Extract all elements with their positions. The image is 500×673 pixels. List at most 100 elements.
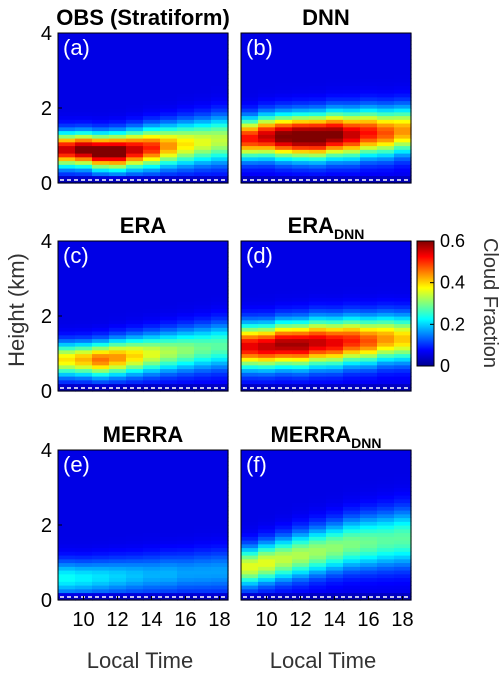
heatmap-cell <box>394 164 412 169</box>
axes-frame <box>240 32 412 184</box>
heatmap-cell <box>275 376 293 381</box>
heatmap-cell <box>258 89 276 94</box>
heatmap-cell <box>326 592 344 597</box>
heatmap-cell <box>360 119 378 124</box>
heatmap-cell <box>126 543 144 549</box>
heatmap-cell <box>309 175 327 180</box>
heatmap-cell <box>58 570 76 575</box>
heatmap-cell <box>160 555 178 560</box>
heatmap-cell <box>92 160 110 165</box>
heatmap-cell <box>292 551 310 556</box>
heatmap-cell <box>211 282 229 287</box>
heatmap-cell <box>275 149 293 154</box>
heatmap-cell <box>360 156 378 162</box>
heatmap-cell <box>394 55 412 60</box>
heatmap-cell <box>194 566 212 571</box>
heatmap-cell <box>309 164 327 169</box>
heatmap-cell <box>194 51 212 57</box>
heatmap-cell <box>343 450 361 455</box>
heatmap-cell <box>58 547 76 552</box>
heatmap-cell <box>143 171 161 177</box>
heatmap-cell <box>394 323 412 328</box>
heatmap-cell <box>394 453 412 459</box>
heatmap-cell <box>194 308 212 313</box>
heatmap-cell <box>58 319 76 325</box>
heatmap-cell <box>326 581 344 586</box>
heatmap-cell <box>109 543 127 549</box>
heatmap-cell <box>143 130 161 135</box>
heatmap-cell <box>109 160 127 165</box>
heatmap-cell <box>343 342 361 347</box>
heatmap-cell <box>292 156 310 162</box>
heatmap-cell <box>309 461 327 466</box>
heatmap-cell <box>258 289 276 295</box>
heatmap-cell <box>109 282 127 287</box>
heatmap-cell <box>177 450 195 455</box>
heatmap-cell <box>109 108 127 113</box>
heatmap-cell <box>92 368 110 373</box>
heatmap-cell <box>377 483 395 489</box>
heatmap-cell <box>343 78 361 83</box>
heatmap-cell <box>377 96 395 102</box>
heatmap-cell <box>177 40 195 45</box>
heatmap-cell <box>258 547 276 552</box>
heatmap-cell <box>75 108 93 113</box>
heatmap-cell <box>126 468 144 474</box>
heatmap-cell <box>58 387 76 392</box>
heatmap-cell <box>241 551 259 556</box>
heatmap-cell <box>58 168 76 173</box>
heatmap-cell <box>109 540 127 545</box>
heatmap-cell <box>211 453 229 459</box>
heatmap-cell <box>143 55 161 60</box>
heatmap-cell <box>75 555 93 560</box>
heatmap-cell <box>126 286 144 291</box>
heatmap-cell <box>292 487 310 492</box>
heatmap-cell <box>377 476 395 481</box>
heatmap-cell <box>343 119 361 124</box>
heatmap-cell <box>326 457 344 462</box>
heatmap-cell <box>309 502 327 507</box>
heatmap-cell <box>143 510 161 515</box>
heatmap-cell <box>326 465 344 470</box>
heatmap-cell <box>326 297 344 302</box>
heatmap-cell <box>241 357 259 362</box>
heatmap-cell <box>211 81 229 87</box>
heatmap-cell <box>241 525 259 530</box>
heatmap-cell <box>241 271 259 276</box>
heatmap-cell <box>326 573 344 579</box>
heatmap-cell <box>258 453 276 459</box>
heatmap-cell <box>258 81 276 87</box>
heatmap-cell <box>326 547 344 552</box>
heatmap-cell <box>275 156 293 162</box>
heatmap-cell <box>160 491 178 496</box>
y-tick-label: 2 <box>41 306 52 328</box>
heatmap-cell <box>326 327 344 332</box>
heatmap-cell <box>292 89 310 94</box>
heatmap-cell <box>211 130 229 135</box>
heatmap-cell <box>360 334 378 340</box>
heatmap-cell <box>258 248 276 253</box>
heatmap-cell <box>241 108 259 113</box>
heatmap-cell <box>75 379 93 385</box>
heatmap-cell <box>92 48 110 53</box>
heatmap-cell <box>292 44 310 49</box>
heatmap-cell <box>177 543 195 549</box>
heatmap-cell <box>109 241 127 246</box>
heatmap-cell <box>326 271 344 276</box>
heatmap-cell <box>258 179 276 184</box>
heatmap-cell <box>109 263 127 268</box>
heatmap-cell <box>92 566 110 571</box>
heatmap-cell <box>143 168 161 173</box>
heatmap-cell <box>343 540 361 545</box>
heatmap-cell <box>292 353 310 358</box>
x-tick-label: 10 <box>255 609 277 631</box>
heatmap-cell <box>241 286 259 291</box>
heatmap-cell <box>160 480 178 485</box>
heatmap-cell <box>58 59 76 64</box>
heatmap-cell <box>309 465 327 470</box>
heatmap-cell <box>241 491 259 496</box>
heatmap-cell <box>160 364 178 370</box>
heatmap-cell <box>258 558 276 564</box>
heatmap-cell <box>258 138 276 143</box>
heatmap-cell <box>343 338 361 343</box>
